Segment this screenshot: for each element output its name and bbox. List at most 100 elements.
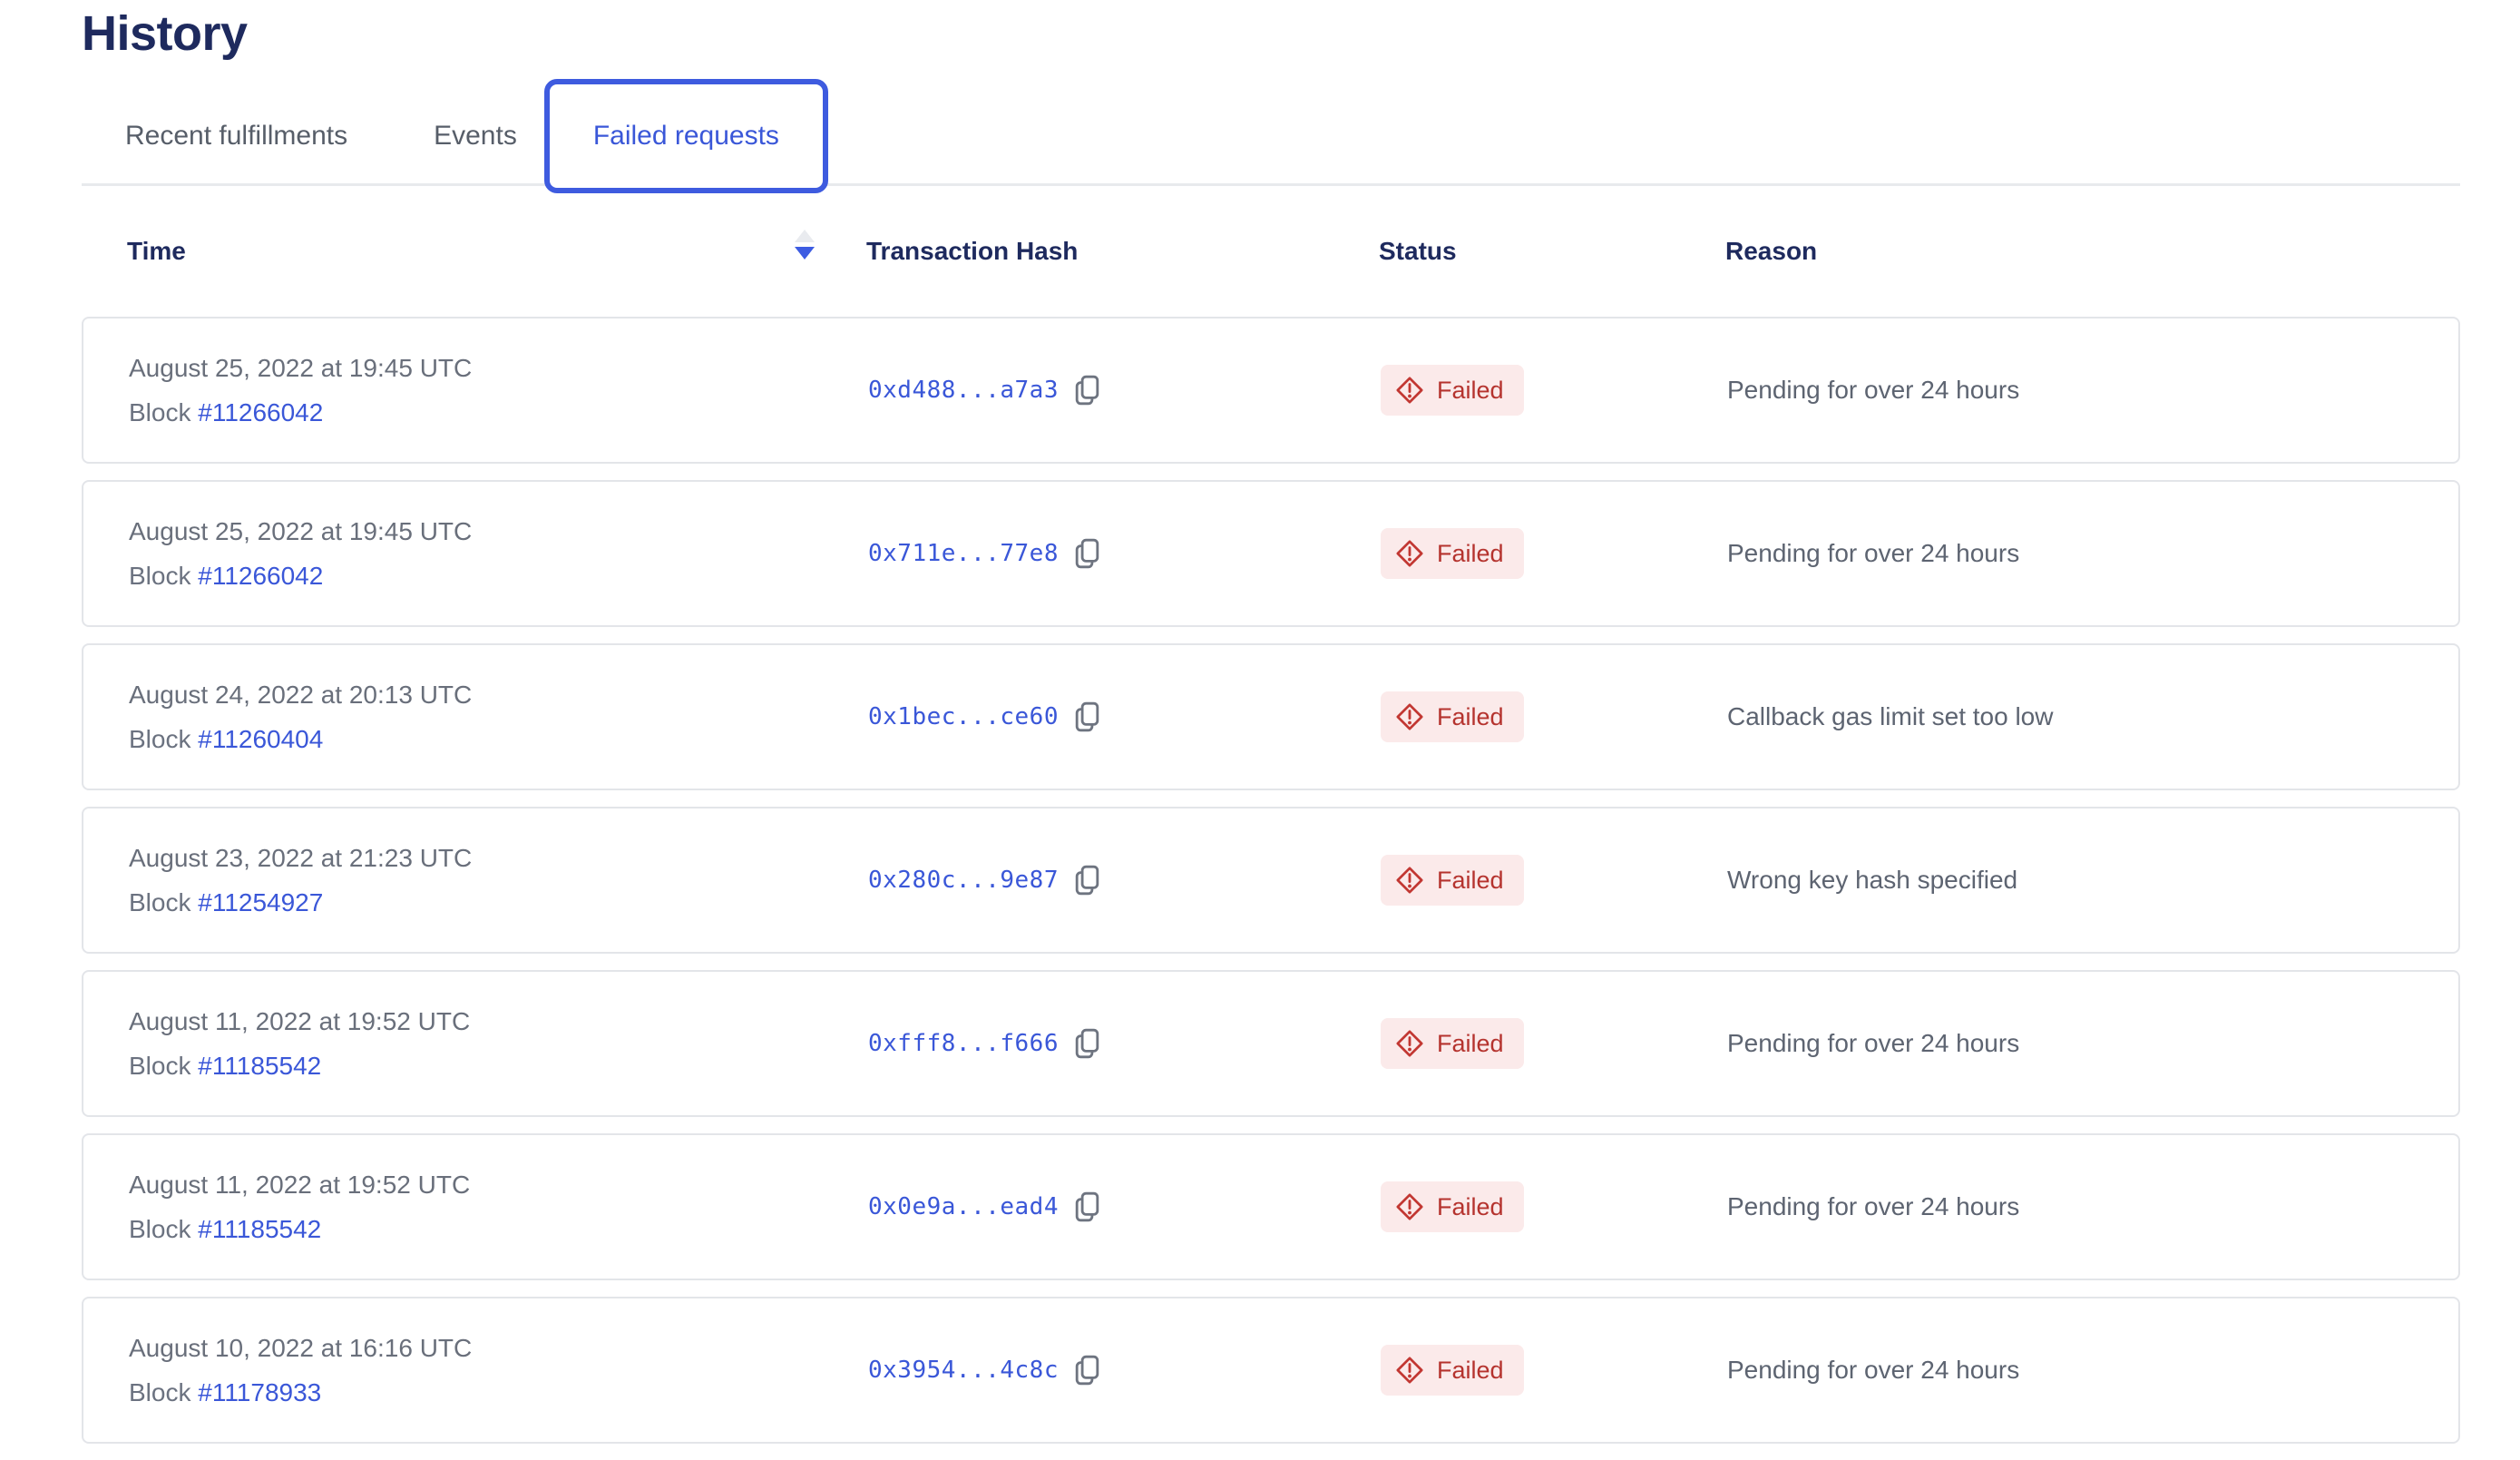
status-cell: Failed [1381, 691, 1727, 742]
failure-reason: Pending for over 24 hours [1727, 376, 2020, 404]
request-timestamp: August 25, 2022 at 19:45 UTC [129, 353, 473, 382]
status-badge: Failed [1381, 691, 1524, 742]
copy-icon[interactable] [1073, 1191, 1101, 1223]
column-header-status: Status [1379, 237, 1457, 265]
transaction-hash-link[interactable]: 0x280c...9e87 [868, 867, 1059, 894]
failure-reason: Pending for over 24 hours [1727, 1029, 2020, 1057]
block-label: Block [129, 724, 199, 753]
block-number-link[interactable]: #11266042 [198, 561, 324, 590]
transaction-hash-link[interactable]: 0x3954...4c8c [868, 1357, 1059, 1384]
column-header-time[interactable]: Time [127, 237, 186, 265]
copy-icon[interactable] [1073, 374, 1101, 407]
transaction-hash-cell: 0x280c...9e87 [868, 864, 1381, 897]
copy-icon[interactable] [1073, 864, 1101, 897]
failure-reason: Wrong key hash specified [1727, 866, 2018, 894]
block-number-link[interactable]: #11260404 [198, 724, 324, 753]
status-badge-label: Failed [1437, 1029, 1504, 1057]
block-line: Block #11185542 [129, 1052, 868, 1081]
status-cell: Failed [1381, 365, 1727, 416]
status-cell: Failed [1381, 528, 1727, 579]
failure-reason: Pending for over 24 hours [1727, 539, 2020, 567]
block-number-link[interactable]: #11254927 [198, 887, 324, 916]
transaction-hash-cell: 0xd488...a7a3 [868, 374, 1381, 407]
transaction-hash-link[interactable]: 0x711e...77e8 [868, 540, 1059, 567]
tab-recent-fulfillments[interactable]: Recent fulfillments [125, 121, 348, 151]
alert-diamond-icon [1396, 377, 1423, 404]
request-timestamp: August 10, 2022 at 16:16 UTC [129, 1333, 473, 1362]
failed-requests-list: August 25, 2022 at 19:45 UTC Block #1126… [82, 317, 2460, 1444]
status-badge: Failed [1381, 365, 1524, 416]
status-badge: Failed [1381, 1018, 1524, 1069]
time-cell: August 11, 2022 at 19:52 UTC Block #1118… [129, 1007, 868, 1081]
transaction-hash-link[interactable]: 0xfff8...f666 [868, 1030, 1059, 1057]
status-badge: Failed [1381, 1345, 1524, 1396]
transaction-hash-cell: 0x3954...4c8c [868, 1354, 1381, 1387]
failure-reason: Pending for over 24 hours [1727, 1192, 2020, 1220]
tab-events[interactable]: Events [434, 121, 517, 151]
tab-failed-requests-label: Failed requests [592, 121, 779, 151]
status-cell: Failed [1381, 1181, 1727, 1232]
block-number-link[interactable]: #11185542 [198, 1051, 322, 1080]
transaction-hash-cell: 0x711e...77e8 [868, 537, 1381, 570]
column-header-reason: Reason [1725, 237, 1818, 265]
table-header: Time Transaction Hash Status Reason [82, 193, 2460, 317]
block-label: Block [129, 887, 199, 916]
time-cell: August 25, 2022 at 19:45 UTC Block #1126… [129, 517, 868, 591]
status-badge: Failed [1381, 528, 1524, 579]
block-line: Block #11266042 [129, 562, 868, 591]
time-cell: August 11, 2022 at 19:52 UTC Block #1118… [129, 1171, 868, 1244]
block-number-link[interactable]: #11185542 [198, 1214, 322, 1243]
transaction-hash-link[interactable]: 0x1bec...ce60 [868, 703, 1059, 730]
tab-bar-divider [82, 183, 2460, 186]
time-cell: August 10, 2022 at 16:16 UTC Block #1117… [129, 1334, 868, 1407]
history-panel: History Recent fulfillments Events Faile… [82, 0, 2460, 1460]
status-badge-label: Failed [1437, 702, 1504, 730]
alert-diamond-icon [1396, 703, 1423, 730]
status-badge-label: Failed [1437, 1356, 1504, 1384]
tab-failed-requests[interactable]: Failed requests [543, 79, 828, 193]
table-row: August 24, 2022 at 20:13 UTC Block #1126… [82, 643, 2460, 790]
status-badge: Failed [1381, 1181, 1524, 1232]
request-timestamp: August 24, 2022 at 20:13 UTC [129, 680, 473, 709]
block-label: Block [129, 1051, 199, 1080]
table-row: August 11, 2022 at 19:52 UTC Block #1118… [82, 1133, 2460, 1280]
failure-reason: Pending for over 24 hours [1727, 1356, 2020, 1384]
alert-diamond-icon [1396, 1357, 1423, 1384]
copy-icon[interactable] [1073, 1027, 1101, 1060]
status-badge-label: Failed [1437, 866, 1504, 894]
block-label: Block [129, 561, 199, 590]
transaction-hash-link[interactable]: 0x0e9a...ead4 [868, 1193, 1059, 1220]
table-row: August 11, 2022 at 19:52 UTC Block #1118… [82, 970, 2460, 1117]
column-header-transaction-hash: Transaction Hash [866, 237, 1079, 265]
time-cell: August 23, 2022 at 21:23 UTC Block #1125… [129, 844, 868, 917]
table-row: August 23, 2022 at 21:23 UTC Block #1125… [82, 807, 2460, 954]
copy-icon[interactable] [1073, 1354, 1101, 1387]
sort-desc-icon[interactable] [795, 230, 815, 260]
block-line: Block #11266042 [129, 398, 868, 427]
table-row: August 25, 2022 at 19:45 UTC Block #1126… [82, 317, 2460, 464]
alert-diamond-icon [1396, 540, 1423, 567]
block-line: Block #11178933 [129, 1378, 868, 1407]
status-badge: Failed [1381, 855, 1524, 906]
tab-bar: Recent fulfillments Events Failed reques… [82, 79, 2460, 193]
request-timestamp: August 11, 2022 at 19:52 UTC [129, 1006, 471, 1035]
alert-diamond-icon [1396, 1193, 1423, 1220]
request-timestamp: August 23, 2022 at 21:23 UTC [129, 843, 473, 872]
table-row: August 25, 2022 at 19:45 UTC Block #1126… [82, 480, 2460, 627]
request-timestamp: August 11, 2022 at 19:52 UTC [129, 1170, 471, 1199]
status-badge-label: Failed [1437, 376, 1504, 404]
copy-icon[interactable] [1073, 701, 1101, 733]
alert-diamond-icon [1396, 1030, 1423, 1057]
block-number-link[interactable]: #11266042 [198, 397, 324, 426]
status-cell: Failed [1381, 1018, 1727, 1069]
transaction-hash-cell: 0xfff8...f666 [868, 1027, 1381, 1060]
transaction-hash-cell: 0x1bec...ce60 [868, 701, 1381, 733]
transaction-hash-link[interactable]: 0xd488...a7a3 [868, 377, 1059, 404]
block-line: Block #11260404 [129, 725, 868, 754]
copy-icon[interactable] [1073, 537, 1101, 570]
block-line: Block #11185542 [129, 1215, 868, 1244]
status-badge-label: Failed [1437, 539, 1504, 567]
block-number-link[interactable]: #11178933 [198, 1377, 322, 1406]
failure-reason: Callback gas limit set too low [1727, 702, 2054, 730]
transaction-hash-cell: 0x0e9a...ead4 [868, 1191, 1381, 1223]
